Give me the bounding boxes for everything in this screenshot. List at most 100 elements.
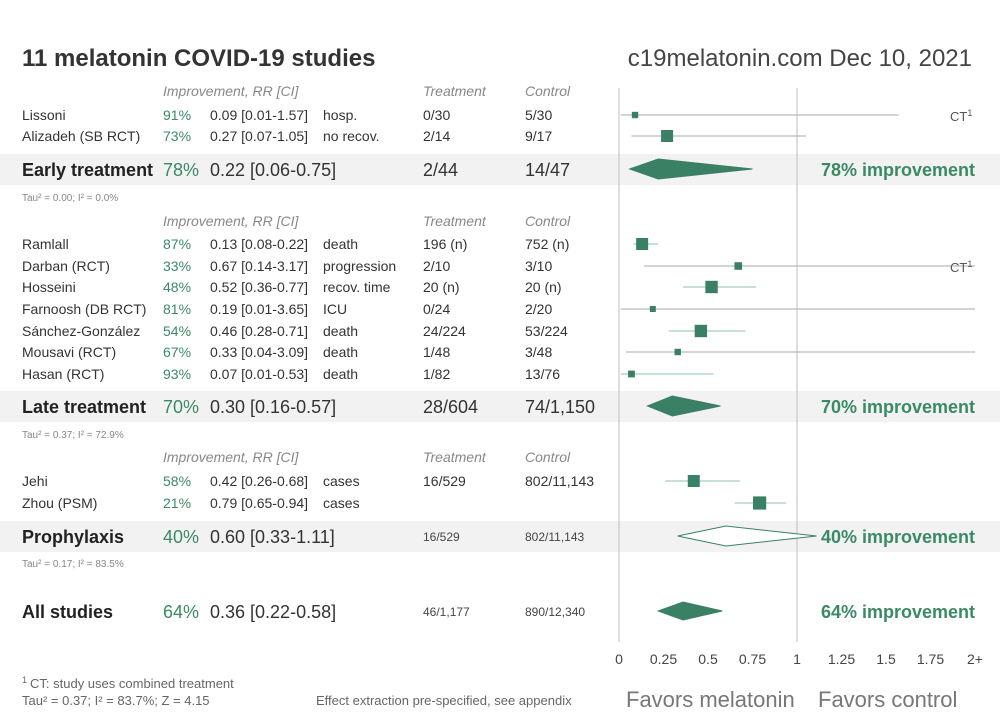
study-treatment: 24/224 (423, 323, 466, 339)
ct-footnote: 1 CT: study uses combined treatment (22, 675, 234, 691)
header-improvement: Improvement, RR [CI] (163, 213, 299, 229)
overall-rr: 0.36 [0.22-0.58] (210, 602, 336, 622)
study-control: 5/30 (525, 107, 552, 123)
study-control: 3/48 (525, 344, 552, 360)
header-control: Control (525, 83, 571, 99)
study-improvement: 93% (163, 366, 191, 382)
study-control: 20 (n) (525, 279, 562, 295)
study-treatment: 0/30 (423, 107, 450, 123)
study-outcome: death (323, 236, 358, 252)
study-improvement: 73% (163, 128, 191, 144)
x-tick-label: 2+ (967, 651, 983, 667)
study-marker (661, 130, 674, 142)
header-treatment: Treatment (423, 83, 487, 99)
study-name: Sánchez-González (22, 323, 140, 339)
x-tick-label: 1.75 (917, 651, 944, 667)
ct-label-text: CT (950, 260, 967, 275)
x-axis-ticks: 0 0.25 0.5 0.75 1 1.25 1.5 1.75 2+ (615, 651, 983, 667)
study-marker (636, 238, 649, 250)
study-name: Alizadeh (SB RCT) (22, 128, 140, 144)
study-rr: 0.33 [0.04-3.09] (210, 344, 308, 360)
group-rr: 0.60 [0.33-1.11] (210, 527, 335, 547)
chart-title: 11 melatonin COVID-19 studies (22, 45, 375, 72)
study-outcome: ICU (323, 301, 347, 317)
extraction-note: Effect extraction pre-specified, see app… (316, 693, 572, 708)
group-improvement: 70% (163, 397, 199, 417)
study-treatment: 2/14 (423, 128, 450, 144)
group-result: 78% improvement (821, 160, 975, 180)
overall-control: 890/12,340 (525, 605, 585, 619)
group-diamond (677, 525, 817, 547)
study-rr: 0.42 [0.26-0.68] (210, 473, 308, 489)
study-marker (705, 280, 718, 294)
study-marker (649, 306, 656, 312)
x-tick-label: 1.25 (828, 651, 855, 667)
group-name: Early treatment (22, 160, 153, 180)
study-outcome: death (323, 344, 358, 360)
study-rr: 0.07 [0.01-0.53] (210, 366, 308, 382)
study-marker (734, 262, 743, 270)
study-marker (694, 324, 708, 338)
study-rr: 0.19 [0.01-3.65] (210, 301, 308, 317)
study-control: 53/224 (525, 323, 568, 339)
favors-right-label: Favors control (818, 687, 957, 712)
study-control: 802/11,143 (525, 473, 594, 489)
group-result: 70% improvement (821, 397, 975, 417)
study-outcome: no recov. (323, 128, 380, 144)
study-rr: 0.79 [0.65-0.94] (210, 495, 308, 511)
study-name: Zhou (PSM) (22, 495, 97, 511)
study-outcome: hosp. (323, 107, 357, 123)
study-name: Mousavi (RCT) (22, 344, 116, 360)
group-name: Late treatment (22, 397, 146, 417)
study-outcome: recov. time (323, 279, 391, 295)
group-rr: 0.30 [0.16-0.57] (210, 397, 336, 417)
study-marker (674, 348, 681, 356)
summary-band-2 (0, 391, 1000, 422)
ct-footnote-text: CT: study uses combined treatment (30, 676, 234, 691)
group-control: 14/47 (525, 160, 570, 180)
x-tick-label: 1 (793, 651, 801, 667)
summary-band-3 (0, 521, 1000, 552)
site-date: c19melatonin.com Dec 10, 2021 (628, 45, 972, 72)
study-name: Darban (RCT) (22, 258, 110, 274)
ct-label-sup: 1 (967, 259, 972, 269)
study-rr: 0.52 [0.36-0.77] (210, 279, 308, 295)
overall-improvement: 64% (163, 602, 199, 622)
study-improvement: 21% (163, 495, 191, 511)
group-control: 802/11,143 (525, 530, 584, 544)
study-improvement: 67% (163, 344, 191, 360)
x-tick-label: 0 (615, 651, 623, 667)
group-improvement: 40% (163, 527, 199, 547)
group-treatment: 16/529 (423, 530, 460, 544)
study-control: 13/76 (525, 366, 560, 382)
study-improvement: 81% (163, 301, 191, 317)
study-control: 3/10 (525, 258, 552, 274)
header-improvement: Improvement, RR [CI] (163, 449, 299, 465)
axis-lines (618, 88, 798, 642)
study-outcome: progression (323, 258, 396, 274)
study-rr: 0.09 [0.01-1.57] (210, 107, 308, 123)
ct-footnote-sup: 1 (22, 675, 27, 685)
study-marker (631, 111, 639, 119)
study-treatment: 196 (n) (423, 236, 467, 252)
study-name: Farnoosh (DB RCT) (22, 301, 146, 317)
study-improvement: 33% (163, 258, 191, 274)
group-diamond (628, 158, 753, 180)
study-outcome: death (323, 366, 358, 382)
x-tick-label: 0.75 (739, 651, 766, 667)
header-control: Control (525, 449, 571, 465)
study-marker (687, 475, 700, 487)
ct-label-sup: 1 (967, 108, 972, 118)
study-treatment: 1/82 (423, 366, 450, 382)
study-name: Ramlall (22, 236, 69, 252)
overall-stats: Tau² = 0.37; I² = 83.7%; Z = 4.15 (22, 693, 210, 708)
group-control: 74/1,150 (525, 397, 595, 417)
group-treatment: 28/604 (423, 397, 478, 417)
study-treatment: 20 (n) (423, 279, 460, 295)
study-name: Hosseini (22, 279, 76, 295)
x-tick-label: 0.5 (698, 651, 718, 667)
favors-left-label: Favors melatonin (626, 687, 795, 712)
group-tau: Tau² = 0.17; I² = 83.5% (22, 559, 124, 570)
